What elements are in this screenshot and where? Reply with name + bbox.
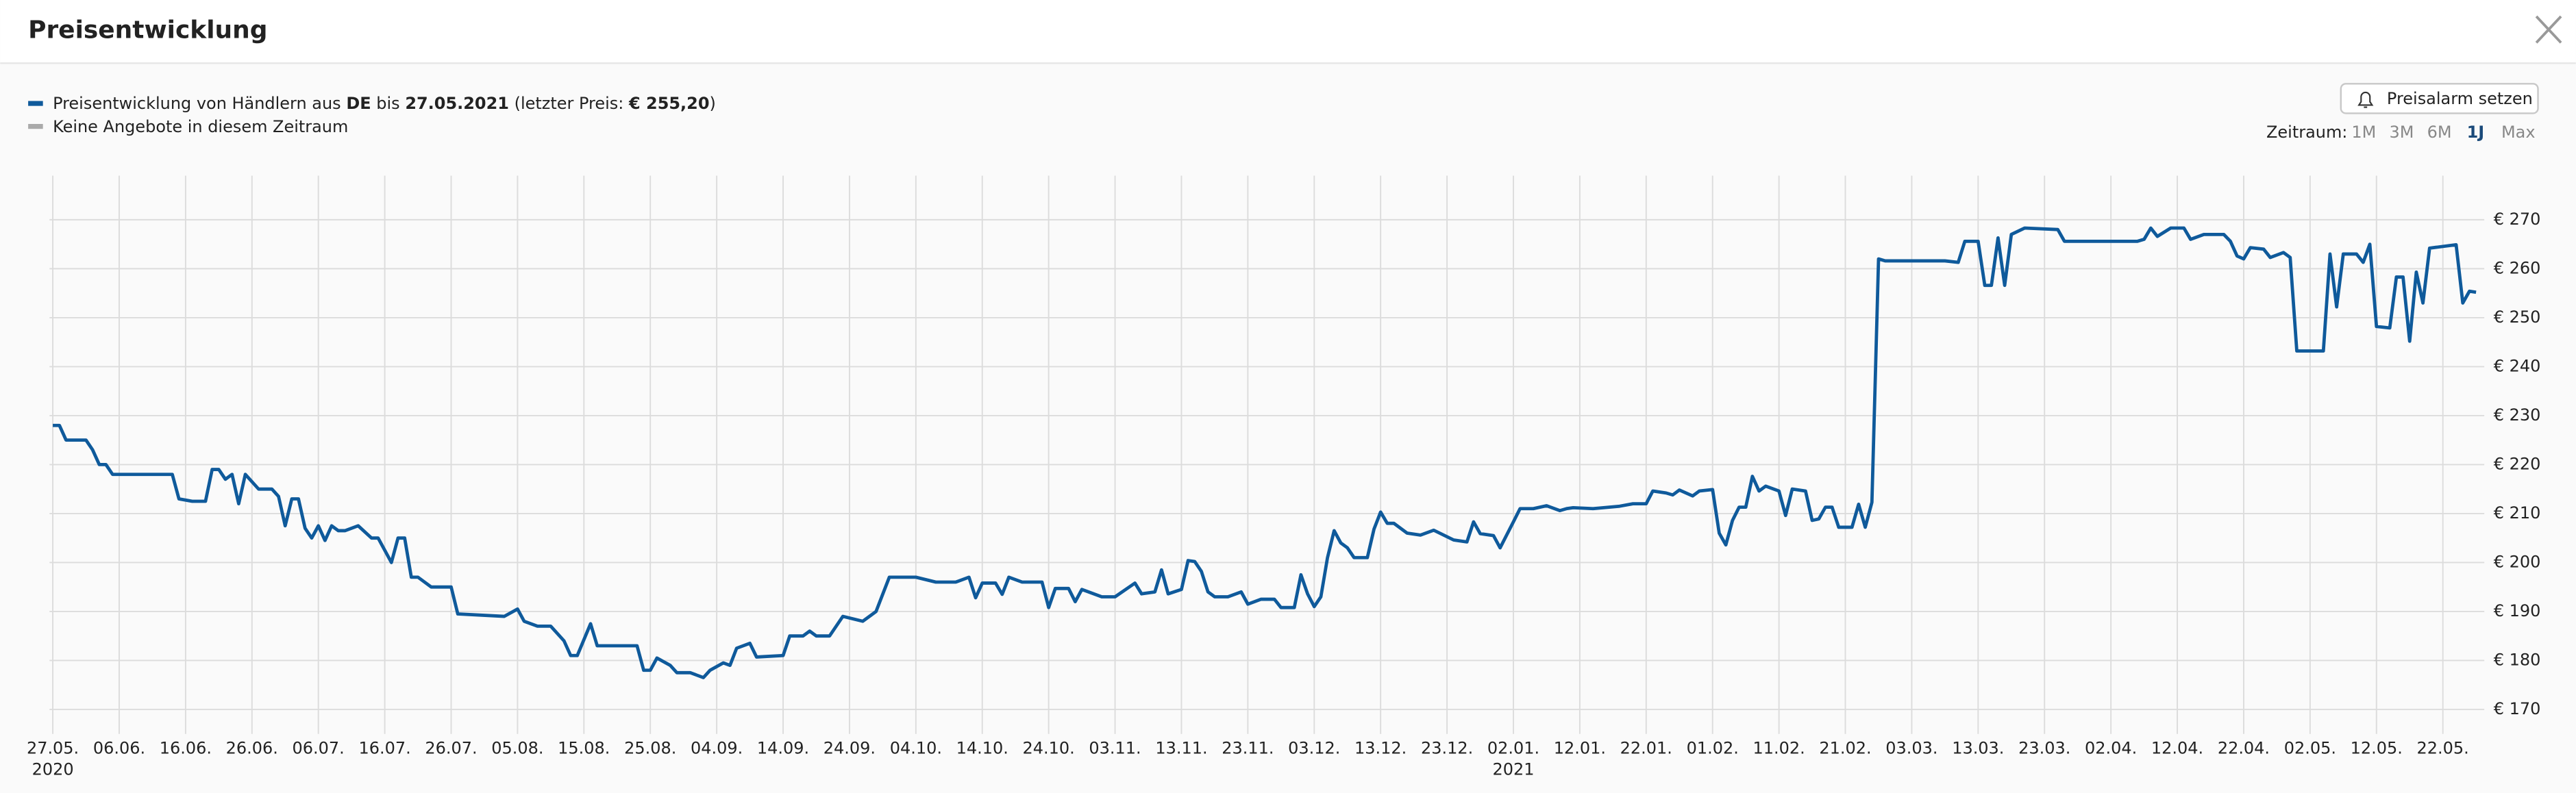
y-tick-label: € 250 — [2494, 307, 2541, 327]
range-option[interactable]: 6M — [2427, 123, 2452, 142]
alarm-button[interactable]: Preisalarm setzen — [2340, 83, 2539, 114]
alarm-button-frame[interactable] — [2340, 83, 2539, 114]
y-tick-label: € 170 — [2494, 699, 2541, 718]
x-tick-label: 16.07. — [358, 738, 410, 757]
x-tick-label: 26.07. — [425, 738, 477, 757]
x-tick-label: 16.06. — [160, 738, 212, 757]
legend: Preisentwicklung von Händlern aus DE bis 27… — [28, 94, 716, 136]
x-tick-label: 23.11. — [1222, 738, 1274, 757]
x-tick-label: 22.01. — [1620, 738, 1672, 757]
x-tick-label: 04.09. — [691, 738, 743, 757]
x-tick-label: 02.04. — [2085, 738, 2137, 757]
x-tick-label: 23.12. — [1421, 738, 1473, 757]
x-tick-label: 12.01. — [1554, 738, 1606, 757]
range-label: Zeitraum: — [2266, 123, 2347, 142]
x-tick-label: 23.03. — [2018, 738, 2070, 757]
x-year-label: 2020 — [32, 759, 74, 779]
legend-detail: bis — [376, 94, 399, 113]
x-tick-label: 12.04. — [2151, 738, 2203, 757]
legend-text: Keine Angebote in diesem Zeitraum — [53, 117, 348, 136]
x-tick-label: 02.05. — [2284, 738, 2336, 757]
x-tick-label: 24.09. — [823, 738, 876, 757]
legend-detail: ) — [710, 94, 716, 113]
x-tick-label: 22.04. — [2218, 738, 2270, 757]
range-option[interactable]: 1M — [2351, 123, 2376, 142]
x-tick-label: 27.05. — [27, 738, 79, 757]
x-tick-label: 05.08. — [491, 738, 543, 757]
legend-detail: 27.05.2021 — [405, 94, 509, 113]
x-tick-label: 21.02. — [1819, 738, 1871, 757]
x-tick-label: 13.11. — [1155, 738, 1207, 757]
y-tick-label: € 190 — [2494, 601, 2541, 620]
y-tick-label: € 200 — [2494, 552, 2541, 571]
dialog-title: Preisentwicklung — [28, 16, 267, 45]
dialog-header — [0, 0, 2576, 63]
legend-swatch — [28, 124, 43, 129]
legend-detail: € 255,20 — [628, 94, 710, 113]
legend-text: Preisentwicklung von Händlern aus DE bis 27… — [53, 94, 716, 113]
bell-icon — [2357, 91, 2374, 108]
x-tick-label: 26.06. — [226, 738, 278, 757]
x-tick-label: 15.08. — [558, 738, 610, 757]
x-tick-label: 02.01. — [1487, 738, 1539, 757]
y-tick-label: € 260 — [2494, 258, 2541, 277]
x-tick-label: 24.10. — [1023, 738, 1075, 757]
y-tick-label: € 270 — [2494, 210, 2541, 229]
range-option[interactable]: 1J — [2467, 123, 2485, 142]
y-tick-label: € 180 — [2494, 650, 2541, 669]
y-tick-label: € 220 — [2494, 454, 2541, 473]
range-option[interactable]: 3M — [2390, 123, 2414, 142]
x-tick-label: 11.02. — [1753, 738, 1805, 757]
x-tick-label: 03.12. — [1288, 738, 1340, 757]
x-tick-label: 03.03. — [1885, 738, 1937, 757]
x-tick-label: 06.06. — [93, 738, 145, 757]
x-tick-label: 03.11. — [1089, 738, 1141, 757]
price-line — [53, 226, 2477, 679]
x-tick-label: 22.05. — [2417, 738, 2469, 757]
legend-series-name: Preisentwicklung von Händlern aus — [53, 94, 341, 113]
y-tick-label: € 210 — [2494, 503, 2541, 523]
legend-detail: DE — [346, 94, 371, 113]
close-button[interactable] — [2530, 10, 2570, 49]
x-year-label: 2021 — [1492, 759, 1534, 779]
x-tick-label: 06.07. — [293, 738, 345, 757]
x-tick-label: 13.03. — [1952, 738, 2004, 757]
x-tick-label: 13.12. — [1354, 738, 1407, 757]
y-tick-label: € 240 — [2494, 356, 2541, 375]
x-tick-label: 01.02. — [1687, 738, 1739, 757]
x-tick-label: 25.08. — [624, 738, 676, 757]
legend-swatch — [28, 101, 43, 106]
close-icon — [2535, 15, 2562, 44]
alarm-button-label: Preisalarm setzen — [2387, 89, 2533, 108]
x-tick-label: 14.09. — [757, 738, 809, 757]
x-tick-label: 14.10. — [956, 738, 1008, 757]
legend-detail: (letzter Preis: — [515, 94, 624, 113]
x-tick-label: 12.05. — [2351, 738, 2403, 757]
range-option[interactable]: Max — [2501, 123, 2536, 142]
y-tick-label: € 230 — [2494, 405, 2541, 425]
x-tick-label: 04.10. — [890, 738, 942, 757]
